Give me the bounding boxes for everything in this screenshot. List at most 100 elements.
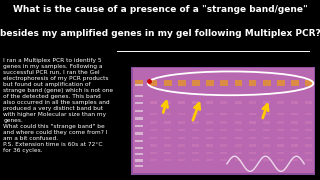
Bar — [206, 159, 213, 161]
Bar — [192, 113, 199, 115]
Bar — [135, 117, 142, 120]
Bar — [178, 113, 185, 115]
Bar — [277, 152, 284, 154]
Bar — [235, 144, 242, 147]
Bar — [206, 80, 214, 86]
Bar — [291, 137, 298, 139]
Bar — [249, 144, 256, 147]
Bar — [135, 80, 143, 86]
Bar — [192, 101, 199, 104]
Bar — [277, 144, 284, 147]
Bar — [277, 159, 284, 161]
Bar — [206, 122, 213, 124]
Bar — [206, 113, 213, 115]
Bar — [235, 152, 242, 154]
Bar — [291, 122, 298, 124]
Bar — [305, 113, 312, 115]
Bar — [150, 113, 157, 115]
Bar — [192, 144, 199, 147]
Bar — [220, 113, 228, 115]
Text: What is the cause of a presence of a "strange band/gene": What is the cause of a presence of a "st… — [12, 5, 308, 14]
Bar — [249, 159, 256, 161]
Bar — [220, 129, 228, 131]
Bar — [249, 137, 256, 139]
Bar — [235, 113, 242, 115]
Bar — [220, 80, 228, 86]
Bar — [235, 129, 242, 131]
Bar — [178, 152, 185, 154]
Bar — [277, 122, 284, 124]
Bar — [305, 101, 312, 104]
Bar — [263, 144, 270, 147]
Bar — [150, 80, 157, 86]
Bar — [263, 80, 271, 86]
Bar — [150, 137, 157, 139]
Bar — [263, 129, 270, 131]
Bar — [164, 152, 171, 154]
Bar — [235, 159, 242, 161]
Bar — [178, 137, 185, 139]
Bar — [291, 129, 298, 131]
Bar — [220, 159, 228, 161]
Bar — [249, 113, 256, 115]
Bar — [206, 152, 213, 154]
Bar — [206, 144, 213, 147]
Bar — [305, 144, 312, 147]
Bar — [291, 80, 299, 86]
Bar — [277, 113, 284, 115]
Bar — [235, 101, 242, 104]
Bar — [291, 101, 298, 104]
Bar — [277, 101, 284, 104]
Bar — [135, 165, 142, 167]
Bar — [305, 129, 312, 131]
Bar — [220, 137, 228, 139]
Bar — [263, 122, 270, 124]
Bar — [135, 159, 142, 162]
Bar — [164, 159, 171, 161]
Bar — [249, 122, 256, 124]
Bar — [235, 80, 242, 86]
Bar — [291, 159, 298, 161]
Bar — [150, 144, 157, 147]
Bar — [263, 101, 270, 104]
Bar — [263, 152, 270, 154]
Bar — [263, 159, 270, 161]
Bar — [206, 129, 213, 131]
Bar — [277, 129, 284, 131]
Bar — [164, 101, 171, 104]
Bar — [135, 140, 142, 142]
Bar — [178, 129, 185, 131]
Bar — [150, 159, 157, 161]
Bar — [135, 153, 142, 155]
Bar — [135, 110, 142, 112]
Bar — [249, 152, 256, 154]
Bar — [150, 122, 157, 124]
Bar — [135, 84, 142, 86]
Bar — [220, 101, 228, 104]
Bar — [192, 122, 199, 124]
Bar — [291, 152, 298, 154]
Bar — [277, 137, 284, 139]
Bar — [164, 113, 171, 115]
Bar — [135, 132, 142, 135]
Bar — [206, 137, 213, 139]
Bar — [277, 80, 285, 86]
Bar — [150, 129, 157, 131]
Bar — [135, 95, 142, 97]
Bar — [192, 129, 199, 131]
Bar — [305, 159, 312, 161]
Bar — [220, 122, 228, 124]
Bar — [235, 137, 242, 139]
Bar — [263, 137, 270, 139]
Bar — [249, 101, 256, 104]
Text: I ran a Multiplex PCR to identify 5
genes in my samples. Following a
successful : I ran a Multiplex PCR to identify 5 gene… — [3, 58, 113, 153]
Bar — [305, 80, 313, 86]
Bar — [133, 68, 314, 173]
Bar — [305, 122, 312, 124]
Bar — [131, 67, 315, 175]
Bar — [150, 101, 157, 104]
Bar — [150, 152, 157, 154]
Text: besides my amplified genes in my gel following Multiplex PCR?: besides my amplified genes in my gel fol… — [0, 29, 320, 38]
Bar — [249, 129, 256, 131]
Bar — [192, 80, 200, 86]
